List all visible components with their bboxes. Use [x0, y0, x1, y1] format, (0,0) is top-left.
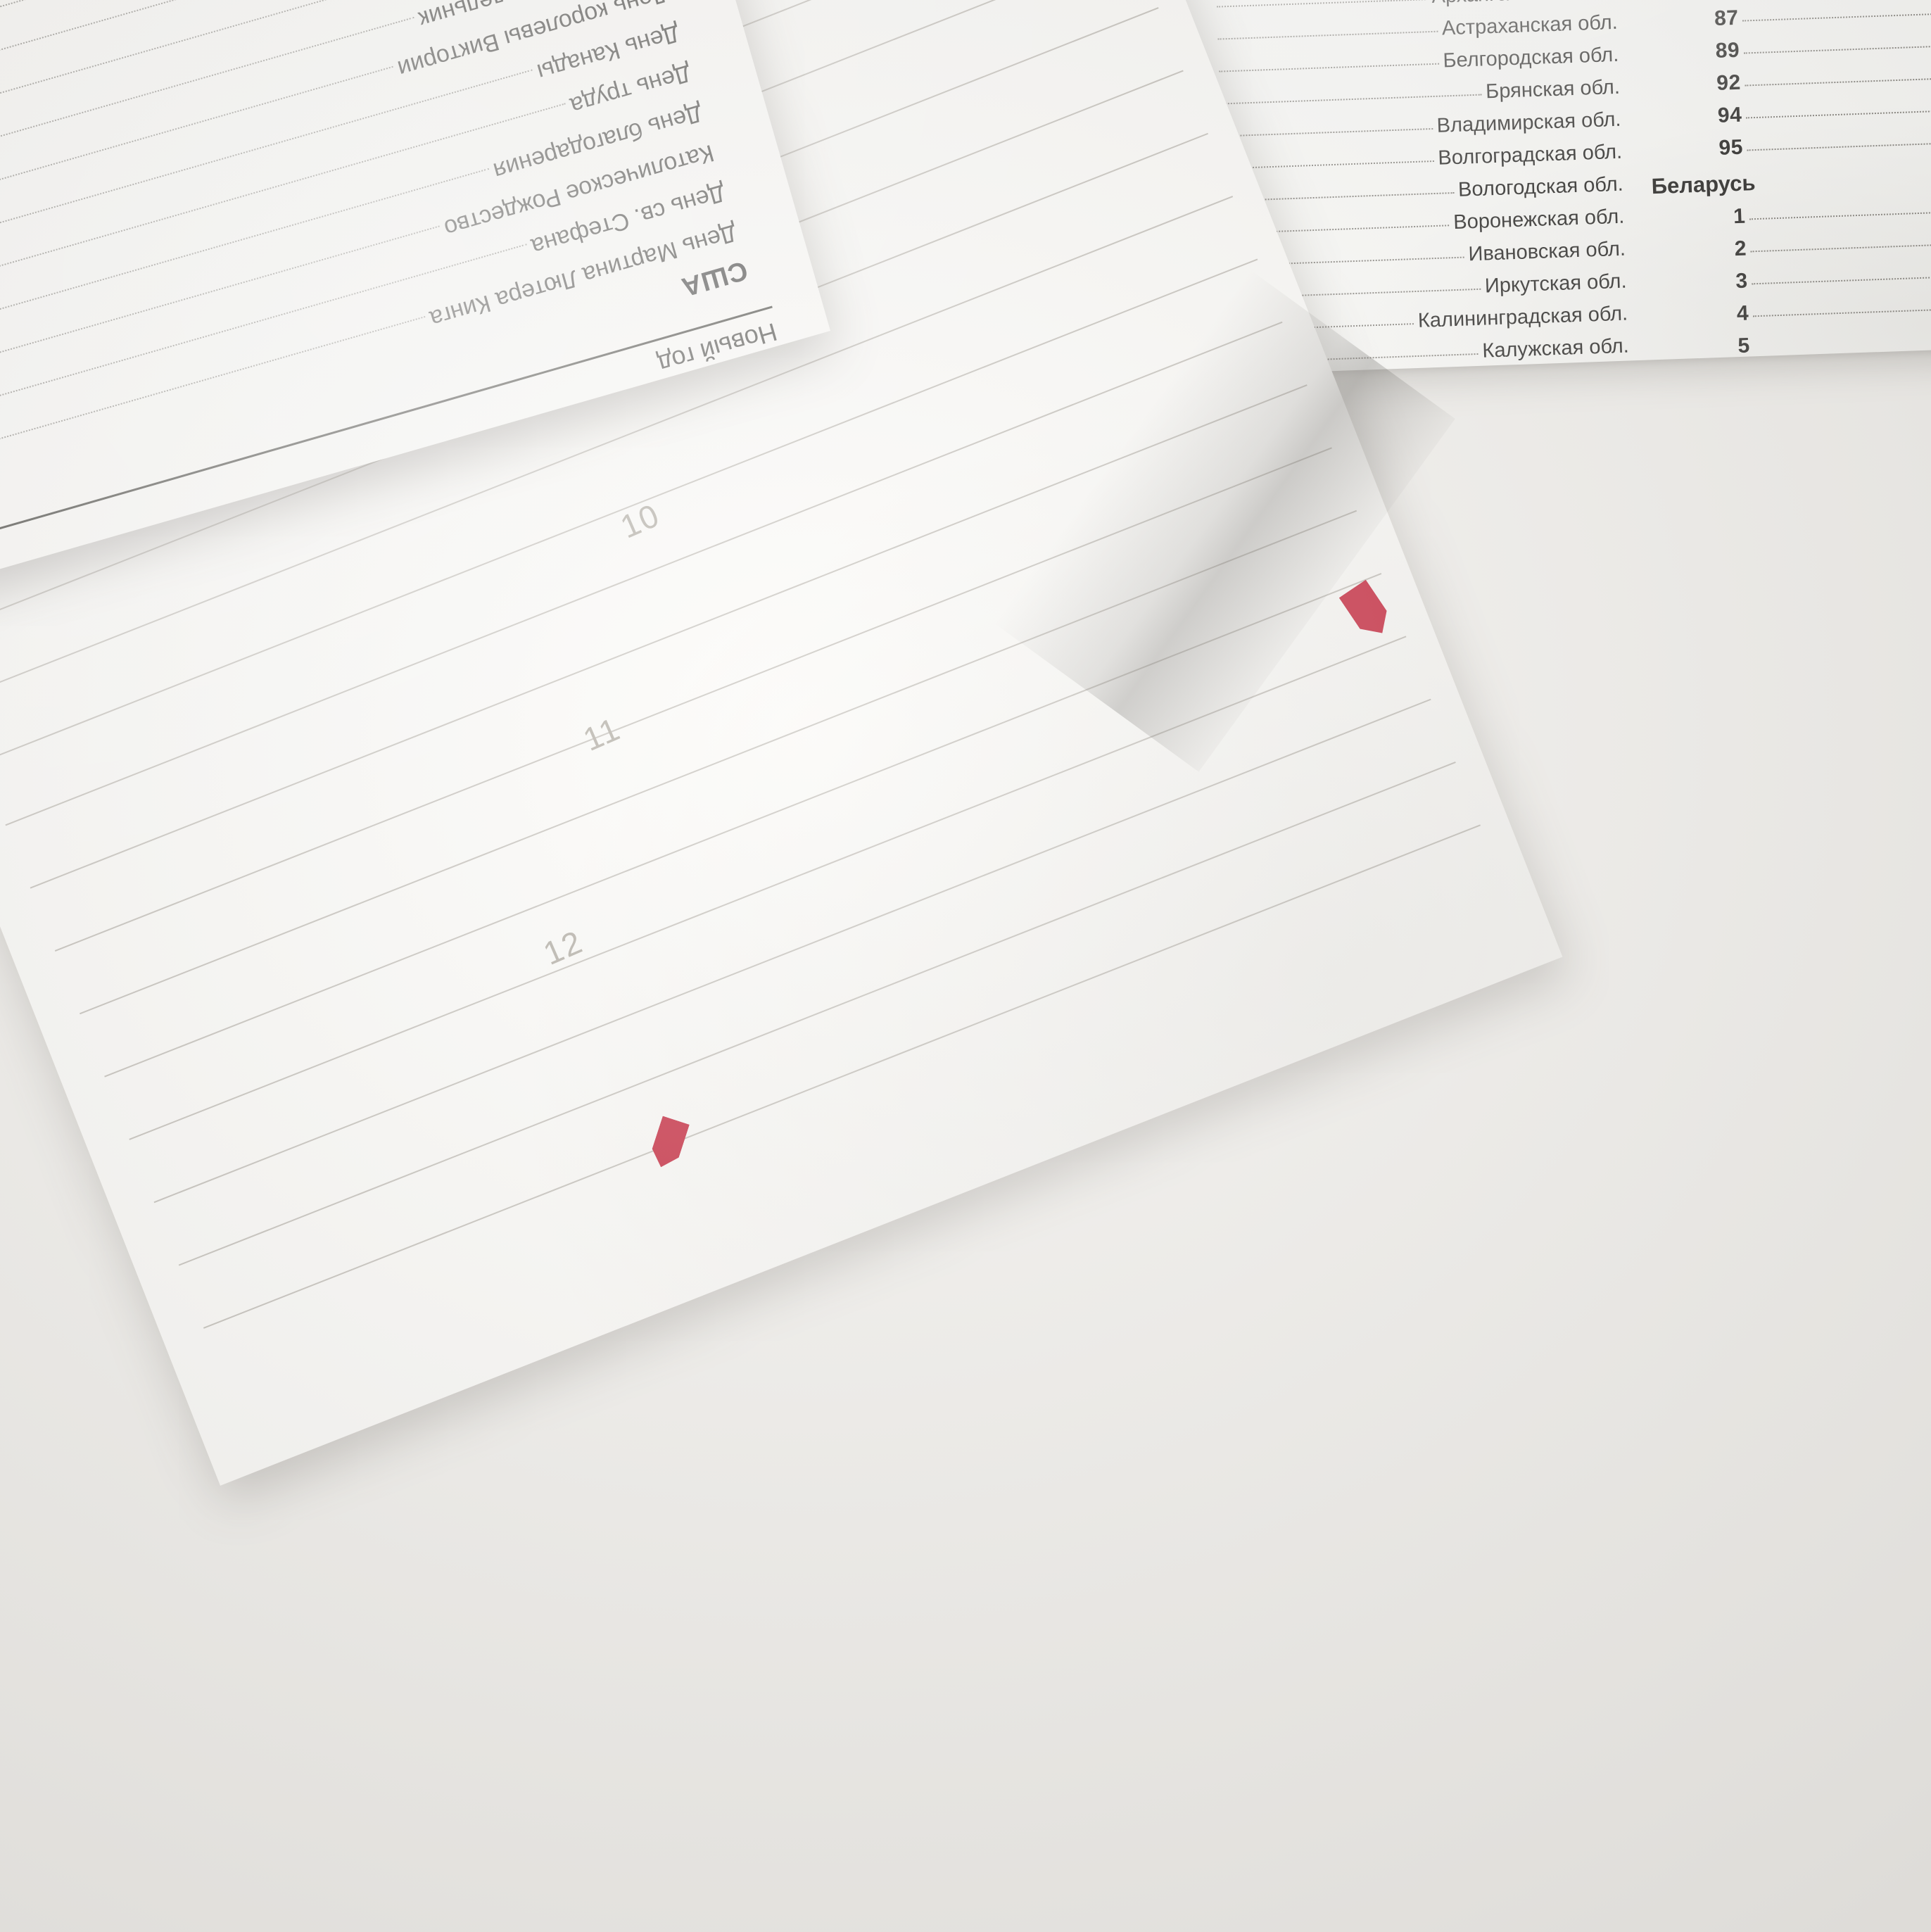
region-name: Камчатский край: [1471, 367, 1631, 379]
dot-leader: [0, 16, 414, 265]
region-name: Астраханская обл.: [1441, 11, 1619, 40]
region-name: Воронежская обл.: [1452, 205, 1625, 234]
region-code: 2: [1734, 236, 1747, 261]
dot-leader: [1747, 139, 1931, 151]
dot-leader: [1752, 272, 1931, 285]
region-group-heading: Беларусь: [1651, 170, 1756, 199]
region-row: 87: [1645, 0, 1931, 33]
region-name: Волгоградская обл.: [1437, 140, 1623, 170]
dot-leader: [1753, 305, 1931, 317]
region-name: Ивановская обл.: [1468, 237, 1626, 266]
dot-leader: [1217, 0, 1428, 8]
dot-leader: [1220, 94, 1482, 105]
region-row: 92: [1647, 60, 1931, 98]
dot-leader: [1742, 9, 1931, 22]
dot-leader: [1219, 63, 1439, 72]
region-row: 95: [1650, 125, 1931, 163]
dot-leader: [1745, 74, 1931, 87]
region-name: Белгородская обл.: [1442, 43, 1619, 72]
region-row: 3: [1654, 258, 1931, 296]
region-name: Иркутская обл.: [1484, 270, 1628, 298]
region-row: 1: [1652, 194, 1931, 232]
dot-leader: [1744, 42, 1931, 54]
region-code: 5: [1737, 334, 1751, 358]
region-code: 95: [1718, 135, 1744, 160]
region-name: Брянская обл.: [1485, 75, 1621, 103]
region-row: 2: [1653, 226, 1931, 264]
region-code: 1: [1733, 204, 1746, 229]
region-name: Вологодская обл.: [1457, 172, 1624, 201]
region-name: Архангельская обл.: [1431, 0, 1617, 8]
dot-leader: [1746, 106, 1931, 119]
region-name: Калининградская обл.: [1417, 302, 1628, 332]
region-code: 92: [1716, 70, 1742, 95]
region-row: 89: [1647, 27, 1931, 65]
dot-leader: [1217, 30, 1438, 40]
region-name: Владимирская обл.: [1436, 108, 1621, 137]
dot-leader: [1751, 240, 1931, 253]
region-code: 4: [1736, 301, 1749, 326]
region-row: 4: [1656, 291, 1931, 329]
dot-leader: [1222, 160, 1434, 170]
region-name: Калужская обл.: [1481, 334, 1630, 362]
region-secondary-column: 79 82 83 86, 186 87 89 92 94 95 Беларусь…: [1641, 0, 1931, 380]
region-code: 89: [1715, 38, 1740, 63]
region-code: 87: [1714, 6, 1740, 30]
region-row: 94: [1649, 92, 1931, 130]
region-code: 86, 186: [1644, 0, 1737, 1]
region-row: 5: [1657, 323, 1931, 361]
dot-leader: [1221, 128, 1433, 137]
dot-leader: [1749, 208, 1931, 220]
region-code: 3: [1735, 269, 1749, 293]
region-code: 94: [1717, 103, 1742, 127]
